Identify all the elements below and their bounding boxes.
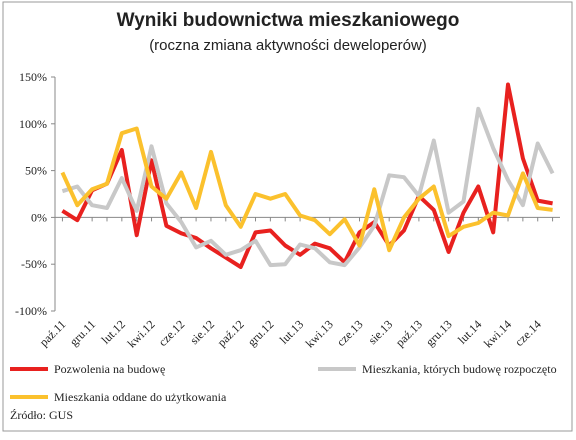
- legend-label: Mieszkania oddane do użytkowania: [54, 390, 227, 404]
- x-tick-label: cze.14: [512, 317, 544, 349]
- x-tick-label: paź.13: [393, 317, 425, 349]
- series-line: [61, 82, 553, 269]
- y-tick-label: 0%: [31, 210, 47, 224]
- y-tick-label: -50%: [21, 257, 47, 271]
- legend-label: Pozwolenia na budowę: [54, 362, 165, 376]
- x-tick-label: lut.14: [455, 317, 484, 346]
- y-tick-label: -100%: [15, 304, 47, 318]
- frame: [2, 1, 573, 432]
- x-tick-label: sie.12: [187, 317, 217, 347]
- y-tick-label: 150%: [19, 70, 47, 84]
- y-tick-label: 100%: [19, 117, 47, 131]
- x-tick-label: lut.13: [277, 317, 306, 346]
- x-tick-label: kwi.13: [303, 317, 336, 350]
- chart-subtitle: (roczna zmiana aktywności deweloperów): [149, 37, 427, 54]
- series-line: [60, 126, 553, 253]
- source: Źródło: GUS: [10, 408, 73, 422]
- legend-label: Mieszkania, których budowę rozpoczęto: [362, 362, 557, 376]
- x-tick-label: gru.12: [245, 317, 277, 349]
- x-tick-label: paź.11: [37, 317, 69, 349]
- x-tick-label: kwi.12: [124, 317, 157, 350]
- y-tick-label: 50%: [25, 164, 47, 178]
- series-line: [61, 106, 555, 268]
- x-tick-label: kwi.14: [481, 317, 514, 350]
- x-tick-label: gru.13: [423, 317, 455, 349]
- x-tick-label: cze.13: [334, 317, 366, 349]
- x-tick-label: paź.12: [214, 317, 246, 349]
- x-tick-label: gru.11: [67, 317, 99, 349]
- chart-title: Wyniki budownictwa mieszkaniowego: [117, 10, 460, 31]
- x-tick-label: cze.12: [156, 317, 188, 349]
- x-tick-label: lut.12: [98, 317, 127, 346]
- x-tick-label: sie.13: [365, 317, 395, 347]
